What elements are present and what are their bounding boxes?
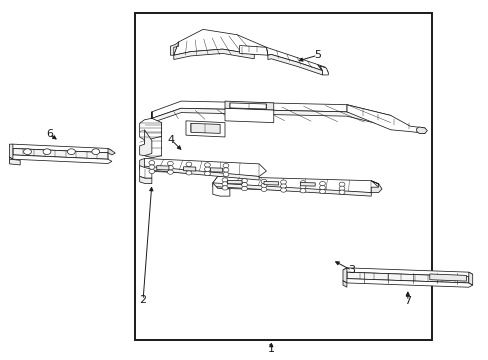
Circle shape: [149, 161, 155, 165]
Polygon shape: [173, 49, 254, 59]
Polygon shape: [267, 54, 322, 75]
Circle shape: [222, 186, 227, 190]
Polygon shape: [429, 274, 466, 281]
Circle shape: [300, 185, 305, 189]
Circle shape: [223, 163, 228, 168]
Polygon shape: [9, 159, 20, 165]
Polygon shape: [342, 268, 472, 276]
Polygon shape: [342, 279, 472, 287]
Circle shape: [92, 149, 100, 154]
Polygon shape: [300, 183, 315, 186]
Polygon shape: [212, 183, 229, 196]
Polygon shape: [144, 112, 161, 158]
Polygon shape: [320, 66, 328, 75]
Polygon shape: [224, 108, 273, 123]
Polygon shape: [239, 45, 267, 55]
Circle shape: [185, 166, 191, 171]
Circle shape: [319, 181, 325, 186]
Circle shape: [241, 186, 247, 191]
Polygon shape: [227, 180, 242, 184]
Circle shape: [204, 167, 210, 171]
Polygon shape: [140, 158, 144, 171]
Circle shape: [43, 149, 51, 154]
Polygon shape: [140, 158, 266, 176]
Polygon shape: [210, 168, 222, 172]
Circle shape: [23, 149, 31, 154]
Polygon shape: [170, 42, 178, 55]
Polygon shape: [342, 281, 346, 287]
Circle shape: [241, 179, 247, 183]
Circle shape: [280, 184, 286, 188]
Circle shape: [261, 187, 266, 192]
Polygon shape: [229, 103, 266, 109]
Polygon shape: [266, 47, 322, 71]
Circle shape: [338, 186, 344, 190]
Circle shape: [223, 168, 228, 172]
Polygon shape: [183, 167, 195, 171]
Polygon shape: [212, 176, 378, 193]
Circle shape: [149, 165, 155, 169]
Text: 6: 6: [46, 129, 53, 139]
Bar: [135, 13, 431, 339]
Circle shape: [319, 189, 325, 194]
Polygon shape: [140, 112, 161, 140]
Circle shape: [149, 169, 155, 174]
Circle shape: [204, 171, 210, 176]
Circle shape: [222, 182, 227, 186]
Circle shape: [204, 163, 210, 167]
Polygon shape: [264, 181, 278, 185]
Circle shape: [280, 188, 286, 192]
Text: 4: 4: [167, 135, 175, 145]
Circle shape: [185, 162, 191, 166]
Circle shape: [319, 185, 325, 190]
Circle shape: [185, 171, 191, 175]
Circle shape: [338, 190, 344, 194]
Polygon shape: [468, 272, 472, 285]
Polygon shape: [140, 166, 152, 178]
Polygon shape: [9, 144, 13, 159]
Circle shape: [300, 189, 305, 193]
Circle shape: [338, 182, 344, 186]
Polygon shape: [13, 148, 108, 159]
Text: 7: 7: [404, 296, 410, 306]
Polygon shape: [140, 176, 152, 184]
Polygon shape: [9, 144, 112, 153]
Circle shape: [167, 170, 173, 174]
Circle shape: [223, 172, 228, 176]
Polygon shape: [108, 148, 115, 155]
Polygon shape: [416, 127, 427, 134]
Text: 1: 1: [267, 344, 274, 354]
Polygon shape: [346, 105, 424, 134]
Circle shape: [300, 181, 305, 185]
Polygon shape: [185, 121, 224, 137]
Polygon shape: [346, 272, 468, 283]
Circle shape: [241, 183, 247, 187]
Polygon shape: [140, 130, 152, 156]
Circle shape: [67, 149, 75, 154]
Text: 5: 5: [313, 50, 321, 60]
Polygon shape: [370, 181, 381, 193]
Polygon shape: [9, 155, 112, 163]
Polygon shape: [317, 64, 328, 72]
Polygon shape: [190, 123, 220, 134]
Circle shape: [167, 166, 173, 170]
Polygon shape: [140, 166, 259, 180]
Polygon shape: [9, 157, 13, 163]
Text: 2: 2: [139, 295, 146, 305]
Circle shape: [222, 178, 227, 182]
Polygon shape: [212, 183, 370, 196]
Polygon shape: [152, 108, 390, 127]
Polygon shape: [224, 101, 273, 110]
Circle shape: [280, 180, 286, 184]
Polygon shape: [173, 30, 266, 55]
Polygon shape: [152, 101, 390, 123]
Circle shape: [167, 161, 173, 166]
Polygon shape: [342, 268, 346, 283]
Text: 3: 3: [347, 265, 355, 275]
Circle shape: [261, 179, 266, 184]
Polygon shape: [157, 166, 168, 170]
Circle shape: [261, 183, 266, 188]
